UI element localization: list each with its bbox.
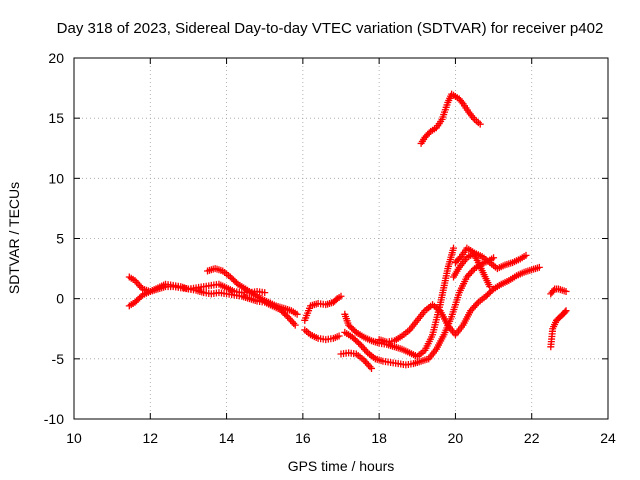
series-track-e — [301, 326, 343, 344]
data-point — [450, 244, 458, 252]
data-point — [291, 321, 299, 329]
data-point — [355, 339, 363, 347]
data-point — [476, 120, 484, 128]
x-tick-label: 22 — [524, 430, 540, 446]
y-tick-label: 10 — [48, 170, 64, 186]
data-point — [456, 254, 464, 262]
data-point — [282, 311, 290, 319]
y-tick-label: 20 — [48, 50, 64, 66]
x-tick-label: 14 — [219, 430, 235, 446]
series-track-m — [547, 285, 570, 298]
data-point — [562, 307, 570, 315]
tick-labels: 10 12 14 16 18 20 22 24 -10 -5 0 5 10 15 20 — [44, 50, 616, 446]
y-tick-label: 5 — [56, 231, 64, 247]
series-track-b — [125, 283, 299, 329]
data-point — [368, 364, 376, 372]
series-track-l — [417, 90, 484, 147]
series-track-k — [451, 244, 494, 291]
y-tick-label: -5 — [52, 351, 65, 367]
y-tick-label: -10 — [44, 411, 64, 427]
data-point — [458, 98, 466, 106]
x-tick-label: 20 — [448, 430, 464, 446]
data-point — [535, 263, 543, 271]
data-point — [261, 289, 269, 297]
x-tick-label: 12 — [142, 430, 158, 446]
grid-lines — [74, 58, 608, 419]
data-point — [549, 287, 557, 295]
y-tick-label: 15 — [48, 110, 64, 126]
x-tick-label: 16 — [295, 430, 311, 446]
series-track-d — [301, 292, 345, 324]
plot-frame — [73, 57, 609, 420]
data-point — [337, 292, 345, 300]
data-point — [486, 283, 494, 291]
data-point — [562, 287, 570, 295]
series-track-c — [204, 265, 301, 318]
x-tick-label: 10 — [66, 430, 82, 446]
series-track-n — [547, 307, 570, 351]
data-point — [293, 310, 301, 318]
y-tick-label: 0 — [56, 291, 64, 307]
x-tick-label: 24 — [600, 430, 616, 446]
series-track-j — [450, 249, 530, 281]
data-point — [561, 308, 569, 316]
chart-title: Day 318 of 2023, Sidereal Day-to-day VTE… — [57, 20, 604, 37]
x-axis-label: GPS time / hours — [288, 458, 395, 474]
data-point — [522, 251, 530, 259]
series-track-h — [337, 349, 376, 372]
data-point — [490, 254, 498, 262]
series-track-g — [341, 254, 498, 369]
data-point — [335, 332, 343, 340]
y-axis-label: SDTVAR / TECUs — [6, 182, 22, 294]
x-tick-label: 18 — [371, 430, 387, 446]
data-points — [125, 90, 570, 372]
series-track-i — [375, 263, 543, 346]
series-track-f — [341, 244, 458, 360]
